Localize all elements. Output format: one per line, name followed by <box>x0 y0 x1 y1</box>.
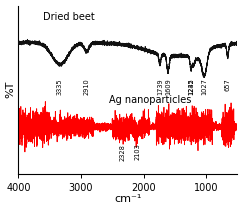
Text: Dried beet: Dried beet <box>43 12 95 22</box>
Text: 1609: 1609 <box>165 78 171 95</box>
Text: 2910: 2910 <box>84 78 90 95</box>
Text: Ag nanoparticles: Ag nanoparticles <box>109 95 191 105</box>
Text: 2328: 2328 <box>120 144 126 161</box>
Text: 1739: 1739 <box>157 78 163 95</box>
Text: 1245: 1245 <box>188 78 194 95</box>
Text: 1232: 1232 <box>189 78 195 95</box>
Text: 2103: 2103 <box>134 144 140 160</box>
Text: 657: 657 <box>225 78 231 91</box>
Text: 1027: 1027 <box>201 78 208 95</box>
Text: 3335: 3335 <box>57 78 63 95</box>
X-axis label: cm⁻¹: cm⁻¹ <box>114 194 142 205</box>
Y-axis label: %T: %T <box>6 81 16 98</box>
